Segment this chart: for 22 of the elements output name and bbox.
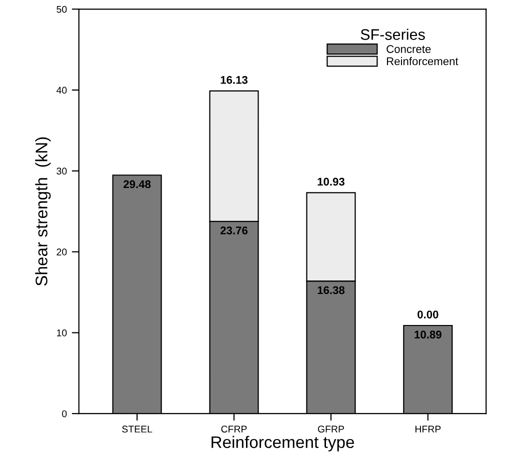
x-tick-label: GFRP [318, 426, 344, 433]
y-axis-title: Shear strength (kN) [35, 137, 51, 286]
y-tick-label: 50 [56, 6, 67, 13]
y-tick-label: 10 [57, 329, 67, 336]
y-tick-label: 0 [62, 410, 67, 418]
x-tick-label: CFRP [221, 426, 247, 433]
data-label: 0.00 [418, 310, 438, 318]
legend-title: SF-series [360, 28, 425, 40]
legend-label: Concrete [386, 45, 431, 53]
x-tick-label: STEEL [122, 426, 152, 433]
x-axis-title: Reinforcement type [212, 436, 354, 452]
data-label: 10.89 [414, 330, 442, 339]
data-label: 23.76 [220, 226, 248, 234]
y-tick-label: 40 [56, 86, 67, 94]
y-tick-label: 30 [56, 168, 67, 175]
data-label: 16.38 [318, 286, 345, 294]
data-label: 10.93 [318, 178, 344, 186]
x-tick-label: HFRP [415, 426, 441, 432]
data-label: 29.48 [124, 180, 151, 188]
legend-label: Reinforcement [386, 57, 458, 66]
y-tick-label: 20 [56, 248, 67, 256]
data-label: 16.13 [220, 76, 248, 84]
